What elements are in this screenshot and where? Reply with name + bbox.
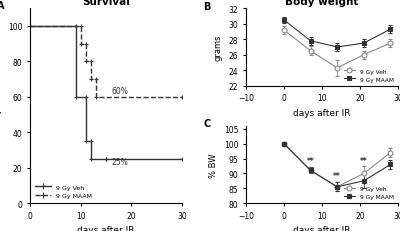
- Y-axis label: grams: grams: [214, 35, 223, 61]
- Title: Survival: Survival: [82, 0, 130, 7]
- Legend: 9 Gy Veh, 9 Gy MAAM: 9 Gy Veh, 9 Gy MAAM: [342, 68, 395, 83]
- Text: 60%: 60%: [111, 87, 128, 96]
- Legend: 9 Gy Veh, 9 Gy MAAM: 9 Gy Veh, 9 Gy MAAM: [33, 183, 94, 200]
- Text: A: A: [0, 1, 4, 12]
- Text: **: **: [360, 156, 368, 165]
- Legend: 9 Gy Veh, 9 Gy MAAM: 9 Gy Veh, 9 Gy MAAM: [342, 185, 395, 200]
- X-axis label: days after IR: days after IR: [77, 225, 135, 231]
- Text: 25%: 25%: [111, 158, 128, 167]
- Text: **: **: [333, 171, 341, 180]
- Y-axis label: % BW: % BW: [209, 153, 218, 177]
- Text: **: **: [307, 156, 314, 165]
- Y-axis label: Probability of Survival: Probability of Survival: [0, 60, 2, 152]
- Text: B: B: [203, 2, 211, 12]
- X-axis label: days after IR: days after IR: [293, 108, 351, 117]
- Text: C: C: [203, 119, 211, 128]
- X-axis label: days after IR: days after IR: [293, 225, 351, 231]
- Title: Body weight: Body weight: [285, 0, 359, 7]
